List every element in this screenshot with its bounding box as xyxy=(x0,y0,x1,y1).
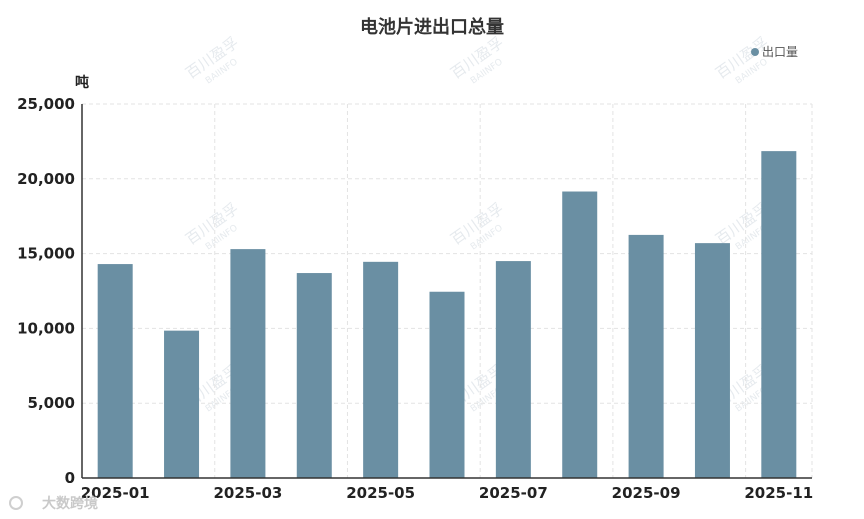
y-tick-label: 5,000 xyxy=(28,394,75,412)
y-tick-label: 15,000 xyxy=(17,245,75,263)
brand-logo-icon xyxy=(9,496,23,510)
axes-layer xyxy=(81,104,812,479)
bar-2025-08 xyxy=(562,191,598,479)
y-tick-label: 10,000 xyxy=(17,319,75,337)
bars-layer xyxy=(97,151,797,479)
bar-2025-09 xyxy=(628,234,664,478)
y-tick-label: 25,000 xyxy=(17,95,75,113)
x-tick-label: 2025-07 xyxy=(479,484,548,502)
x-tick-label: 2025-11 xyxy=(744,484,813,502)
bar-2025-11 xyxy=(761,151,797,478)
y-axis-unit: 吨 xyxy=(75,74,89,91)
bar-2025-06 xyxy=(429,291,465,478)
bar-2025-05 xyxy=(363,261,399,478)
legend-label-export: 出口量 xyxy=(762,45,798,59)
legend[interactable]: 出口量 xyxy=(751,45,798,59)
brand-footer: 大数跨境 xyxy=(9,495,98,512)
legend-marker xyxy=(751,48,759,56)
chart-title: 电池片进出口总量 xyxy=(360,16,504,38)
bar-2025-03 xyxy=(230,249,266,478)
bar-2025-04 xyxy=(296,273,332,478)
x-tick-label: 2025-09 xyxy=(612,484,681,502)
labels-layer: 0 5,000 10,000 15,000 20,000 25,000 2025-01 202… xyxy=(17,95,813,502)
bar-2025-02 xyxy=(164,330,200,478)
y-tick-label: 20,000 xyxy=(17,170,75,188)
x-tick-label: 2025-03 xyxy=(213,484,282,502)
bar-2025-10 xyxy=(694,243,730,478)
y-tick-label: 0 xyxy=(65,469,75,487)
x-tick-label: 2025-05 xyxy=(346,484,415,502)
brand-text: 大数跨境 xyxy=(42,495,98,512)
bar-2025-07 xyxy=(495,261,531,478)
x-tick-label: 2025-01 xyxy=(81,484,150,502)
bar-2025-01 xyxy=(97,264,133,478)
